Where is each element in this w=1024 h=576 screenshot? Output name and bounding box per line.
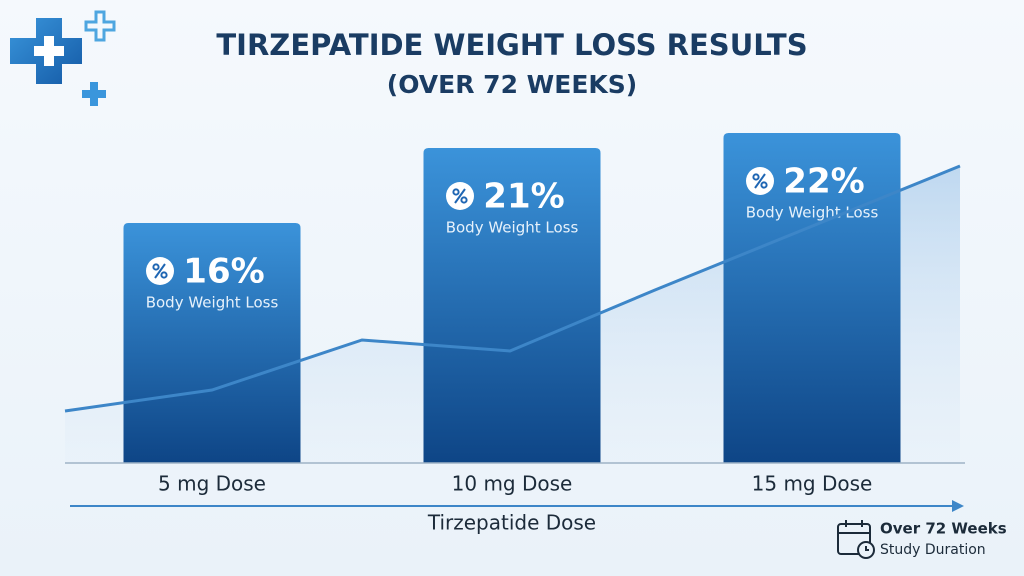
bar <box>123 223 301 463</box>
calendar-icon <box>837 520 875 559</box>
percent-icon <box>754 173 766 189</box>
chart-title: TIRZEPATIDE WEIGHT LOSS RESULTS <box>216 28 807 62</box>
annotation-title: Over 72 Weeks <box>880 520 1007 538</box>
bar <box>723 133 901 463</box>
percent-icon <box>160 271 168 279</box>
x-tick-label: 15 mg Dose <box>752 472 873 496</box>
percent-icon <box>760 181 768 189</box>
percent-icon <box>460 196 468 204</box>
percent-icon <box>752 173 760 181</box>
percent-icon <box>452 188 460 196</box>
value-label: 22% <box>783 162 864 202</box>
annotation-text: Study Duration <box>880 542 986 558</box>
x-tick-label: 10 mg Dose <box>452 472 573 496</box>
chart-subtitle: (OVER 72 WEEKS) <box>387 70 637 99</box>
percent-icon <box>152 263 160 271</box>
bar-label: Body Weight Loss <box>746 204 879 222</box>
arrow-head <box>952 500 964 512</box>
bar <box>423 148 601 463</box>
percent-icon <box>454 188 466 204</box>
logo <box>10 10 116 106</box>
value-label: 21% <box>483 177 564 217</box>
trend-line <box>64 164 961 413</box>
x-tick-label: 5 mg Dose <box>158 472 266 496</box>
x-axis-label: Tirzepatide Dose <box>427 511 596 535</box>
bar-label: Body Weight Loss <box>446 219 579 237</box>
bar-label: Body Weight Loss <box>146 294 279 312</box>
value-label: 16% <box>183 252 264 292</box>
percent-icon <box>154 263 166 279</box>
